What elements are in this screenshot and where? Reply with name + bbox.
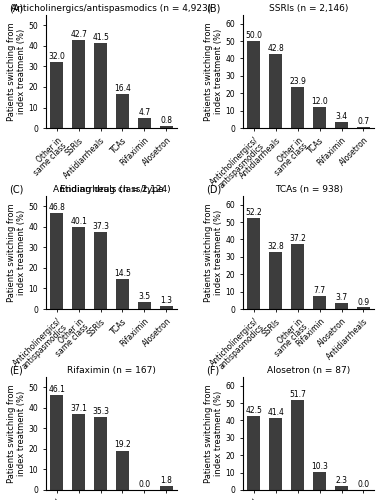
Bar (269, 252, 282, 309)
Bar (138, 302, 151, 309)
Bar (291, 400, 304, 490)
Text: (A): (A) (9, 4, 23, 14)
Bar (72, 226, 85, 309)
X-axis label: Ending drug class/type: Ending drug class/type (60, 378, 163, 387)
Text: 37.3: 37.3 (92, 222, 109, 232)
Bar (50, 62, 63, 128)
Bar (269, 54, 282, 128)
Bar (94, 43, 107, 128)
Y-axis label: Patients switching from
index treatment (%): Patients switching from index treatment … (7, 203, 26, 302)
Title: Rifaximin (n = 167): Rifaximin (n = 167) (67, 366, 156, 374)
Text: 32.0: 32.0 (49, 52, 65, 62)
Y-axis label: Patients switching from
index treatment (%): Patients switching from index treatment … (7, 384, 26, 483)
Bar (72, 414, 85, 490)
Text: 14.5: 14.5 (114, 269, 131, 278)
Text: 4.7: 4.7 (138, 108, 151, 118)
Text: 42.8: 42.8 (267, 44, 284, 53)
Text: 19.2: 19.2 (114, 440, 131, 450)
Bar (50, 213, 63, 309)
Text: 40.1: 40.1 (70, 216, 87, 226)
Bar (291, 86, 304, 128)
X-axis label: Ending drug class/type: Ending drug class/type (60, 184, 163, 194)
Bar (335, 122, 348, 128)
Text: 52.2: 52.2 (246, 208, 262, 218)
Text: (F): (F) (206, 366, 219, 376)
Text: 23.9: 23.9 (289, 76, 306, 86)
Text: (E): (E) (9, 366, 23, 376)
Text: (C): (C) (9, 184, 23, 194)
Bar (247, 416, 261, 490)
Bar (160, 486, 173, 490)
Title: Antidiarrheals (n = 2,124): Antidiarrheals (n = 2,124) (53, 185, 170, 194)
X-axis label: Ending drug class/type: Ending drug class/type (257, 197, 361, 206)
Text: 50.0: 50.0 (245, 31, 262, 40)
Text: (D): (D) (206, 184, 222, 194)
Bar (160, 306, 173, 309)
Text: 35.3: 35.3 (92, 408, 109, 416)
Bar (357, 127, 370, 128)
Text: 0.0: 0.0 (138, 480, 151, 489)
Text: 42.7: 42.7 (70, 30, 87, 40)
Text: 0.9: 0.9 (357, 298, 369, 306)
Text: 0.8: 0.8 (160, 116, 172, 126)
Bar (247, 41, 261, 128)
Bar (269, 418, 282, 490)
Bar (116, 279, 129, 309)
Text: 3.5: 3.5 (138, 292, 151, 301)
Text: 1.3: 1.3 (160, 296, 172, 306)
Text: 1.8: 1.8 (160, 476, 172, 486)
Bar (291, 244, 304, 309)
Bar (335, 486, 348, 490)
Bar (160, 126, 173, 128)
Text: 10.3: 10.3 (311, 462, 328, 471)
Text: 41.5: 41.5 (92, 32, 109, 42)
Text: 3.7: 3.7 (335, 292, 348, 302)
Bar (50, 395, 63, 490)
Bar (138, 118, 151, 128)
Text: 46.8: 46.8 (49, 203, 65, 212)
Bar (335, 302, 348, 309)
Text: 37.2: 37.2 (289, 234, 306, 244)
Title: SSRIs (n = 2,146): SSRIs (n = 2,146) (269, 4, 348, 13)
Text: 41.4: 41.4 (267, 408, 284, 417)
Text: 16.4: 16.4 (114, 84, 131, 94)
Text: 42.5: 42.5 (246, 406, 262, 415)
Bar (313, 472, 326, 490)
Y-axis label: Patients switching from
index treatment (%): Patients switching from index treatment … (7, 22, 26, 121)
Text: 7.7: 7.7 (314, 286, 326, 295)
Bar (313, 107, 326, 128)
Bar (116, 450, 129, 490)
Text: 46.1: 46.1 (49, 385, 65, 394)
Text: 2.3: 2.3 (335, 476, 348, 485)
Title: Anticholinergics/antispasmodics (n = 4,923): Anticholinergics/antispasmodics (n = 4,9… (11, 4, 212, 13)
Bar (357, 308, 370, 309)
Text: 0.0: 0.0 (357, 480, 369, 489)
Y-axis label: Patients switching from
index treatment (%): Patients switching from index treatment … (204, 203, 223, 302)
Bar (72, 40, 85, 128)
Bar (94, 232, 107, 309)
Text: 3.4: 3.4 (335, 112, 348, 122)
Text: 0.7: 0.7 (357, 117, 369, 126)
Y-axis label: Patients switching from
index treatment (%): Patients switching from index treatment … (204, 22, 223, 121)
Text: 37.1: 37.1 (70, 404, 87, 412)
Text: 12.0: 12.0 (311, 98, 328, 106)
Text: (B): (B) (206, 4, 220, 14)
Bar (116, 94, 129, 128)
Y-axis label: Patients switching from
index treatment (%): Patients switching from index treatment … (204, 384, 223, 483)
Title: Alosetron (n = 87): Alosetron (n = 87) (267, 366, 350, 374)
Title: TCAs (n = 938): TCAs (n = 938) (275, 185, 343, 194)
Bar (247, 218, 261, 309)
Text: 51.7: 51.7 (289, 390, 306, 399)
Bar (94, 418, 107, 490)
X-axis label: Ending drug class/type: Ending drug class/type (257, 378, 361, 387)
Text: 32.8: 32.8 (267, 242, 284, 251)
Bar (313, 296, 326, 309)
